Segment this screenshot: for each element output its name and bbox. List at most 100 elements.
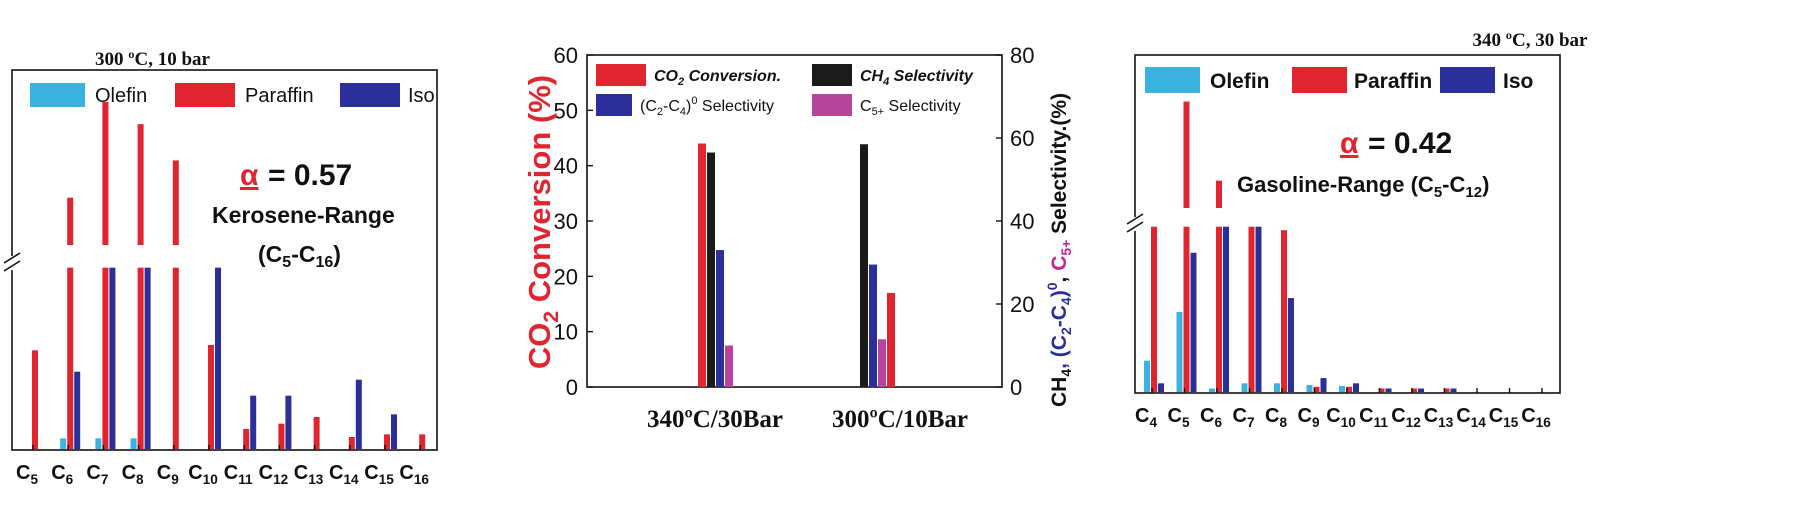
right-bar-olefin-C9: [1306, 385, 1313, 392]
left-bar-paraffin-C11: [243, 429, 250, 449]
left-bar-iso-C12: [285, 395, 292, 449]
left-bar-paraffin-C7-lower: [102, 267, 109, 449]
left-legend-iso-swatch: [340, 83, 400, 107]
right-bar-paraffin-C9: [1313, 386, 1320, 392]
right-bars: [1144, 101, 1457, 392]
right-bar-paraffin-C12: [1411, 388, 1417, 392]
middle-bar-c5-1: [878, 339, 886, 387]
left-bar-iso-C8: [144, 267, 151, 449]
middle-right-axis-title: CH4, (C2-C4)0, C5+ Selectivity.(%): [1044, 93, 1074, 407]
left-bar-iso-C14: [355, 379, 362, 449]
right-legend-olefin-swatch: [1145, 67, 1200, 93]
right-bar-iso-C7: [1255, 226, 1262, 392]
right-legend: Olefin Paraffin Iso: [1145, 67, 1533, 93]
right-legend-paraffin-swatch: [1292, 67, 1347, 93]
left-bar-iso-C7: [109, 267, 116, 449]
right-title: 340 ºC, 30 bar: [1473, 30, 1589, 51]
left-alpha-symbol: α: [240, 159, 259, 192]
left-legend: Olefin Paraffin Iso: [30, 83, 435, 107]
right-legend-iso: Iso: [1503, 70, 1533, 93]
middle-bars: [698, 143, 895, 387]
left-bar-paraffin-C13: [313, 417, 320, 449]
middle-legend-co2-swatch: [596, 64, 646, 86]
left-range-label: Kerosene-Range: [212, 202, 395, 228]
right-bar-paraffin-C4: [1151, 226, 1157, 392]
left-x-ticks: C5 C6 C7 C8 C9 C10 C11 C12 C13 C14 C15 C16: [16, 445, 429, 487]
right-bar-paraffin-C13: [1443, 388, 1450, 392]
left-bar-paraffin-C6-lower: [67, 267, 74, 449]
right-bar-paraffin-C6-upper: [1216, 180, 1222, 208]
middle-x-label-0: 340ºC/30Bar: [647, 406, 783, 433]
left-tick-label-C9: C9: [157, 462, 179, 487]
middle-right-tick-label-80: 80: [1010, 43, 1034, 68]
right-bar-olefin-C4: [1144, 360, 1150, 392]
left-bar-paraffin-C16: [419, 434, 426, 449]
left-tick-label-C14: C14: [329, 462, 359, 487]
left-tick-label-C10: C10: [188, 462, 218, 487]
left-bar-iso-C11: [250, 395, 257, 449]
left-legend-paraffin-swatch: [175, 83, 235, 107]
right-alpha-symbol: α: [1340, 127, 1359, 160]
right-bar-paraffin-C5-lower: [1183, 226, 1190, 392]
middle-left-ticks: 0 10 20 30 40 50 60: [554, 43, 593, 400]
left-tick-label-C12: C12: [259, 462, 289, 487]
middle-left-tick-label-40: 40: [554, 154, 578, 179]
left-legend-paraffin: Paraffin: [245, 85, 314, 107]
right-bar-paraffin-C6-lower: [1216, 226, 1222, 392]
right-tick-label-C9: C9: [1297, 405, 1319, 430]
middle-legend-c2c4: (C2-C4)0 Selectivity: [640, 95, 774, 118]
left-alpha-value: = 0.57: [268, 159, 352, 192]
left-bar-paraffin-C8-upper: [137, 124, 144, 245]
right-bar-olefin-C7: [1241, 383, 1248, 392]
right-bar-paraffin-C10: [1346, 386, 1352, 392]
right-bar-iso-C5: [1190, 252, 1197, 392]
right-bar-iso-C6: [1223, 226, 1229, 392]
right-legend-iso-swatch: [1440, 67, 1495, 93]
right-tick-label-C16: C16: [1521, 405, 1551, 430]
middle-bar-c5-0: [725, 345, 733, 387]
right-tick-label-C10: C10: [1326, 405, 1356, 430]
middle-left-tick-label-20: 20: [554, 264, 578, 289]
right-tick-label-C11: C11: [1359, 405, 1388, 430]
left-legend-olefin-swatch: [30, 83, 85, 107]
middle-panel: 0 10 20 30 40 50 60 0 20 40 60 80 CO2 Conversion. …: [522, 43, 1074, 433]
middle-x-label-1: 300ºC/10Bar: [832, 406, 968, 433]
right-legend-olefin: Olefin: [1210, 70, 1270, 93]
right-tick-label-C14: C14: [1456, 405, 1486, 430]
middle-right-tick-label-40: 40: [1010, 209, 1034, 234]
right-bar-paraffin-C8: [1281, 230, 1287, 392]
left-tick-label-C8: C8: [122, 462, 144, 487]
middle-right-tick-label-60: 60: [1010, 126, 1034, 151]
right-bar-paraffin-C7: [1248, 226, 1255, 392]
right-bar-olefin-C10: [1339, 385, 1345, 392]
middle-left-tick-label-10: 10: [554, 320, 578, 345]
left-title: 300 ºC, 10 bar: [95, 49, 211, 70]
left-bar-olefin-C8: [130, 438, 137, 449]
right-bar-iso-C9: [1320, 378, 1327, 392]
middle-left-tick-label-50: 50: [554, 98, 578, 123]
left-tick-label-C11: C11: [224, 462, 253, 487]
left-bar-iso-C10: [215, 267, 221, 449]
right-axis-break: [1126, 213, 1145, 233]
left-bar-paraffin-C9-upper: [172, 160, 179, 245]
left-range-sub: (C5-C16): [258, 241, 341, 271]
left-bar-paraffin-C15: [384, 434, 390, 449]
middle-bar-ch4-0: [707, 152, 715, 387]
left-tick-label-C13: C13: [294, 462, 324, 487]
right-tick-label-C13: C13: [1424, 405, 1454, 430]
left-bar-paraffin-C7-upper: [102, 102, 109, 245]
left-bar-paraffin-C8-lower: [137, 267, 144, 449]
right-bar-olefin-C6: [1209, 388, 1215, 392]
left-panel: 300 ºC, 10 bar Olefin Paraffin Iso α = 0…: [3, 49, 438, 487]
left-bar-paraffin-C6-upper: [67, 197, 74, 245]
middle-bar-c2c4-0: [716, 250, 724, 387]
right-range-label: Gasoline-Range (C5-C12): [1237, 172, 1489, 201]
middle-legend-c2c4-swatch: [596, 94, 632, 116]
right-legend-paraffin: Paraffin: [1354, 70, 1432, 93]
right-panel: 340 ºC, 30 bar Olefin Paraffin Iso α = 0…: [1126, 30, 1589, 430]
left-bar-olefin-C7: [95, 438, 102, 449]
right-tick-label-C8: C8: [1265, 405, 1287, 430]
right-bar-iso-C8: [1288, 298, 1294, 392]
middle-legend-c5: C5+ Selectivity: [860, 98, 961, 118]
